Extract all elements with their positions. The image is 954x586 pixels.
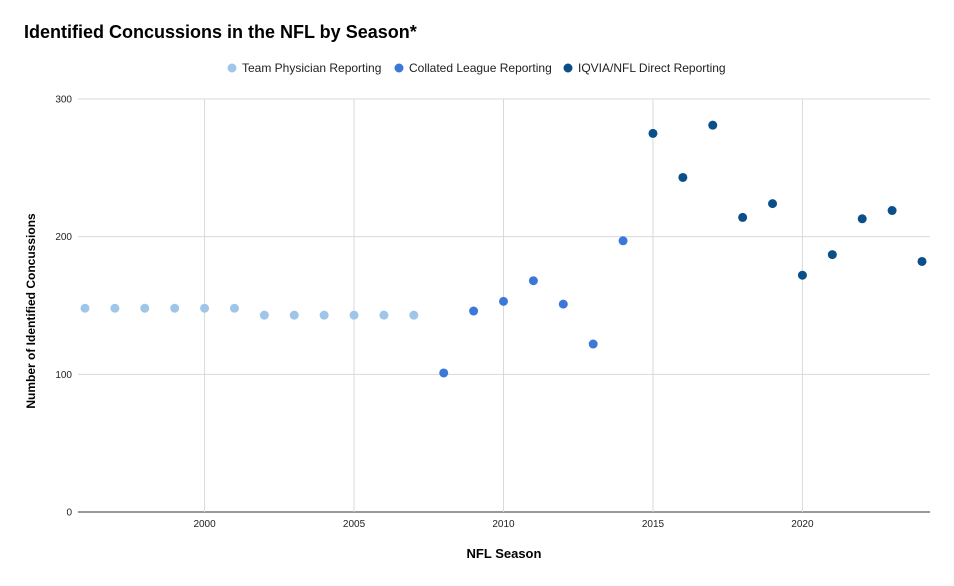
data-point-collated-league-reporting-2014 — [618, 236, 628, 246]
x-tick-label: 2000 — [193, 519, 216, 530]
legend-item: IQVIA/NFL Direct Reporting — [563, 61, 726, 75]
chart-title: Identified Concussions in the NFL by Sea… — [24, 22, 417, 42]
legend-label: Collated League Reporting — [409, 61, 552, 75]
data-point-iqvia-nfl-direct-reporting-2018 — [738, 212, 748, 222]
data-point-iqvia-nfl-direct-reporting-2022 — [857, 214, 867, 224]
data-point-iqvia-nfl-direct-reporting-2020 — [797, 270, 807, 280]
legend-marker — [227, 63, 237, 73]
data-point-team-physician-reporting-1996 — [80, 303, 90, 313]
y-axis-ticks: 0 100 200 300 — [55, 95, 72, 519]
data-point-iqvia-nfl-direct-reporting-2024 — [917, 256, 927, 266]
data-point-iqvia-nfl-direct-reporting-2021 — [827, 250, 837, 260]
data-point-collated-league-reporting-2010 — [499, 296, 508, 306]
x-tick-label: 2010 — [492, 519, 515, 530]
legend-label: Team Physician Reporting — [242, 61, 381, 75]
data-point-collated-league-reporting-2008 — [439, 368, 449, 378]
data-point-team-physician-reporting-2007 — [409, 310, 419, 320]
data-point-team-physician-reporting-1999 — [170, 303, 180, 313]
y-tick-label: 200 — [55, 232, 72, 243]
y-tick-label: 100 — [55, 370, 72, 381]
data-point-iqvia-nfl-direct-reporting-2015 — [648, 128, 658, 138]
data-point-collated-league-reporting-2012 — [558, 299, 568, 309]
legend: Team Physician Reporting Collated League … — [227, 61, 726, 75]
data-point-iqvia-nfl-direct-reporting-2019 — [768, 199, 778, 209]
x-axis-ticks: 2000 2005 2010 2015 2020 — [193, 519, 814, 530]
data-point-iqvia-nfl-direct-reporting-2017 — [708, 120, 718, 130]
data-point-team-physician-reporting-2005 — [349, 310, 359, 320]
x-tick-label: 2020 — [791, 519, 814, 530]
x-axis-title: NFL Season — [467, 546, 542, 561]
data-point-team-physician-reporting-2006 — [379, 310, 389, 320]
y-axis-title: Number of Identified Concussions — [24, 213, 38, 409]
x-tick-label: 2005 — [343, 519, 366, 530]
legend-marker — [394, 63, 404, 73]
data-point-team-physician-reporting-2002 — [259, 310, 269, 320]
data-point-team-physician-reporting-2000 — [200, 303, 210, 313]
data-point-team-physician-reporting-2004 — [319, 310, 329, 320]
data-point-team-physician-reporting-1997 — [110, 303, 120, 313]
y-tick-label: 0 — [66, 508, 72, 519]
data-point-collated-league-reporting-2011 — [528, 276, 538, 286]
legend-label: IQVIA/NFL Direct Reporting — [578, 61, 726, 75]
data-point-iqvia-nfl-direct-reporting-2023 — [887, 206, 897, 216]
data-point-team-physician-reporting-2003 — [289, 310, 299, 320]
data-point-collated-league-reporting-2009 — [469, 306, 479, 316]
x-tick-label: 2015 — [642, 519, 665, 530]
data-points — [80, 120, 927, 378]
legend-marker — [563, 63, 573, 73]
legend-item: Team Physician Reporting — [227, 61, 381, 75]
data-point-team-physician-reporting-1998 — [140, 303, 150, 313]
legend-item: Collated League Reporting — [394, 61, 552, 75]
data-point-iqvia-nfl-direct-reporting-2016 — [678, 172, 688, 182]
data-point-collated-league-reporting-2013 — [588, 339, 598, 349]
y-tick-label: 300 — [55, 95, 72, 106]
data-point-team-physician-reporting-2001 — [229, 303, 239, 313]
